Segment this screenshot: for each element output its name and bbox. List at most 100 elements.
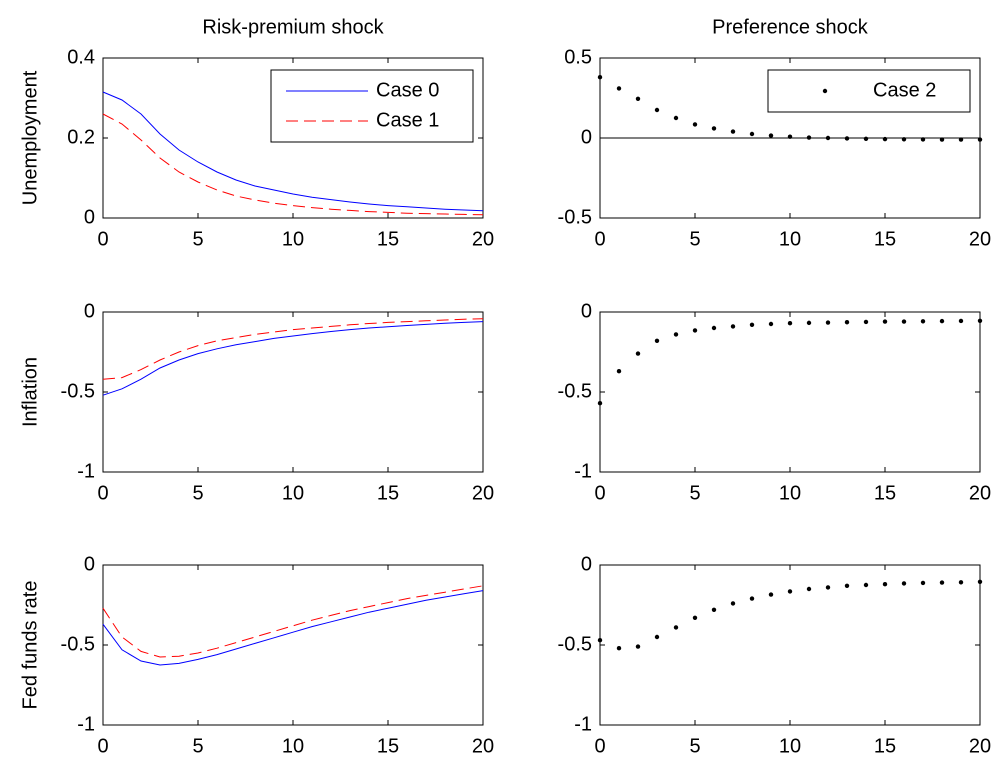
x-tick-label: 15 <box>874 735 896 757</box>
data-dot <box>616 86 622 91</box>
data-dot <box>692 615 698 620</box>
y-tick-label: 0 <box>581 553 592 575</box>
legend-dot <box>822 88 828 94</box>
data-line <box>102 91 484 212</box>
legend-box <box>767 69 971 113</box>
data-dot <box>863 319 869 325</box>
x-tick-label: 20 <box>472 228 494 250</box>
data-dot <box>825 135 831 141</box>
data-dot <box>882 319 888 324</box>
data-dot <box>597 75 603 80</box>
data-dot <box>977 137 983 142</box>
x-tick-label: 15 <box>874 482 896 504</box>
data-dot <box>977 318 983 323</box>
data-dot <box>730 324 736 329</box>
x-tick-label: 0 <box>97 735 108 757</box>
legend-label: Case 0 <box>376 79 439 101</box>
data-dot <box>597 638 603 643</box>
data-dot <box>920 137 926 142</box>
y-tick-label: -0.5 <box>558 633 592 655</box>
data-dot <box>939 580 945 585</box>
y-tick-label: -1 <box>77 713 95 735</box>
data-dot <box>844 583 850 588</box>
data-dot <box>844 320 850 325</box>
data-dot <box>635 96 641 102</box>
y-tick-label: 0.4 <box>67 46 95 68</box>
data-dot <box>806 135 812 140</box>
data-dot <box>768 592 774 597</box>
data-dot <box>958 137 964 142</box>
data-dot <box>787 589 793 594</box>
x-tick-label: 10 <box>282 228 304 250</box>
x-tick-label: 20 <box>969 228 991 250</box>
x-tick-label: 5 <box>689 228 700 250</box>
data-dot <box>939 318 945 324</box>
axes-box <box>599 564 981 726</box>
data-dot <box>616 646 622 651</box>
data-dot <box>901 137 907 142</box>
y-axis-label: Unemployment <box>19 70 41 205</box>
x-tick-label: 20 <box>969 482 991 504</box>
data-line <box>102 321 484 396</box>
data-dot <box>768 321 774 327</box>
data-dot <box>711 126 717 131</box>
x-tick-label: 10 <box>282 735 304 757</box>
data-dot <box>768 133 774 138</box>
x-tick-label: 10 <box>282 482 304 504</box>
data-dot <box>787 134 793 139</box>
x-tick-label: 0 <box>594 228 605 250</box>
data-dot <box>654 634 660 640</box>
y-tick-label: -1 <box>574 713 592 735</box>
data-dot <box>654 107 660 113</box>
data-dot <box>749 596 755 601</box>
data-dot <box>844 136 850 141</box>
y-tick-label: 0.5 <box>564 46 592 68</box>
data-dot <box>920 580 926 586</box>
x-tick-label: 10 <box>779 735 801 757</box>
x-tick-label: 5 <box>192 228 203 250</box>
y-tick-label: -0.5 <box>61 380 95 402</box>
data-dot <box>863 136 869 141</box>
data-line <box>102 585 484 658</box>
data-dot <box>692 122 698 127</box>
data-dot <box>673 625 679 630</box>
x-tick-label: 20 <box>472 482 494 504</box>
data-dot <box>901 319 907 324</box>
data-dot <box>597 401 603 406</box>
data-dot <box>806 320 812 326</box>
axes-box <box>599 311 981 473</box>
legend-label: Case 1 <box>376 109 439 131</box>
data-dot <box>654 338 660 343</box>
data-dot <box>616 369 622 374</box>
panel-title: Risk-premium shock <box>202 16 384 38</box>
data-line <box>102 113 484 216</box>
data-dot <box>825 585 831 590</box>
y-tick-label: 0 <box>84 553 95 575</box>
data-line <box>102 590 484 666</box>
data-dot <box>825 320 831 325</box>
y-tick-label: 0 <box>581 126 592 148</box>
data-dot <box>977 579 983 584</box>
x-tick-label: 15 <box>377 482 399 504</box>
y-tick-label: -0.5 <box>61 633 95 655</box>
x-tick-label: 15 <box>874 228 896 250</box>
x-tick-label: 20 <box>472 735 494 757</box>
y-tick-label: 0.2 <box>67 126 95 148</box>
y-tick-label: 0 <box>84 300 95 322</box>
x-tick-label: 5 <box>192 735 203 757</box>
x-tick-label: 0 <box>97 228 108 250</box>
legend-box <box>270 69 474 143</box>
data-dot <box>787 321 793 326</box>
data-dot <box>863 582 869 588</box>
x-tick-label: 20 <box>969 735 991 757</box>
x-tick-label: 15 <box>377 735 399 757</box>
data-dot <box>920 319 926 324</box>
y-tick-label: -0.5 <box>558 380 592 402</box>
data-dot <box>730 129 736 134</box>
y-tick-label: 0 <box>84 206 95 228</box>
panel-title: Preference shock <box>712 16 869 38</box>
axes-box <box>102 564 484 726</box>
y-tick-label: 0 <box>581 300 592 322</box>
x-tick-label: 0 <box>594 482 605 504</box>
